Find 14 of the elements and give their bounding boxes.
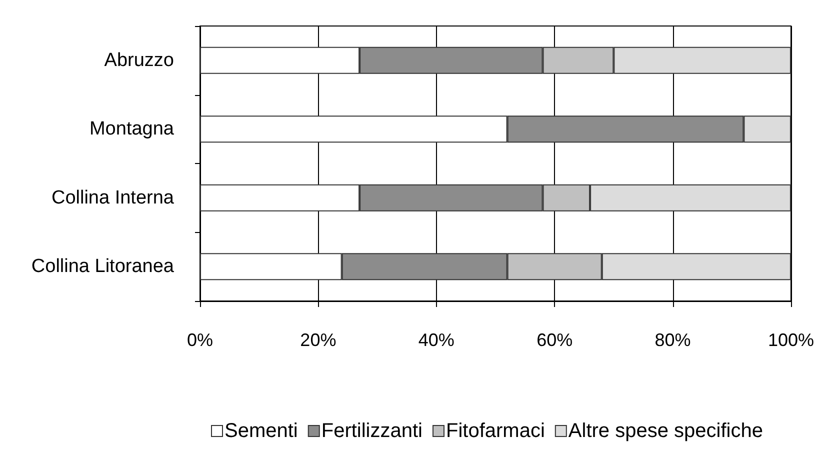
legend-label: Fertilizzanti <box>321 420 423 442</box>
legend-label: Fitofarmaci <box>446 420 545 442</box>
x-tick-label: 20% <box>300 330 336 350</box>
x-tick-label: 40% <box>418 330 454 350</box>
y-tick-label: Abruzzo <box>104 50 174 71</box>
x-tick-label: 80% <box>654 330 691 350</box>
x-tick-label: 0% <box>186 330 214 350</box>
legend-label: Sementi <box>224 420 298 442</box>
y-tick-label: Collina Interna <box>51 187 174 208</box>
x-tick-label: 100% <box>768 330 814 350</box>
x-tick-label: 60% <box>536 330 573 350</box>
legend-label: Altre spese specifiche <box>568 420 763 442</box>
y-tick-label: Collina Litoranea <box>31 256 174 278</box>
y-tick-label: Montagna <box>89 118 174 140</box>
